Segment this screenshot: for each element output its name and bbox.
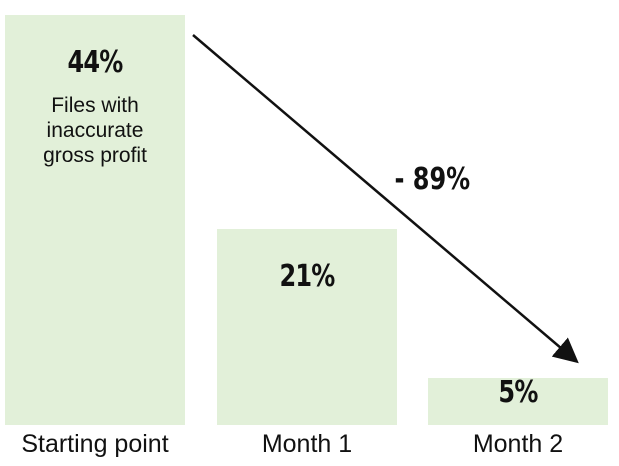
- x-tick-label: Starting point: [21, 430, 169, 458]
- bar: [428, 378, 608, 425]
- x-tick-label: Month 1: [261, 430, 353, 458]
- bar: [5, 15, 185, 425]
- value-label: 5%: [498, 374, 538, 410]
- bar: [217, 229, 397, 425]
- bar-description: Files with inaccurate gross profit: [43, 94, 147, 167]
- trend-arrow: [192, 34, 579, 364]
- value-label: 44%: [67, 45, 123, 80]
- x-tick-label: Month 2: [472, 430, 564, 458]
- change-annotation: - 89%: [394, 162, 471, 197]
- value-label: 21%: [279, 259, 335, 295]
